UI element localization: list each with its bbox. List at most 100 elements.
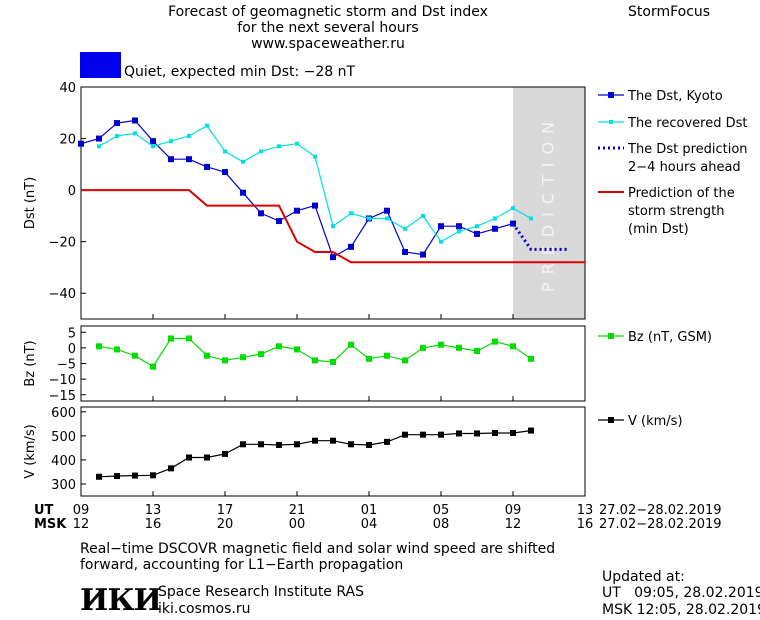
- status-text: Quiet, expected min Dst: −28 nT: [124, 64, 356, 80]
- legend-label: The Dst, Kyoto: [627, 89, 723, 104]
- series-line: [511, 222, 567, 251]
- data-point: [403, 226, 407, 231]
- data-point: [151, 144, 155, 149]
- data-point: [438, 223, 444, 230]
- y-tick-label: 0: [68, 342, 76, 357]
- y-tick-label: 600: [51, 406, 76, 421]
- data-point: [420, 344, 426, 351]
- chart-title: Forecast of geomagnetic storm and Dst in…: [100, 4, 556, 52]
- data-point: [384, 207, 390, 214]
- data-point: [402, 431, 408, 438]
- msk-tick-label: 04: [361, 517, 378, 532]
- data-point: [241, 159, 245, 164]
- y-tick-label: −40: [49, 287, 76, 302]
- data-point: [511, 206, 515, 211]
- msk-axis-label: MSK: [34, 517, 67, 532]
- data-point: [186, 335, 192, 342]
- data-point: [456, 344, 462, 351]
- status-swatch: [80, 52, 121, 78]
- data-point: [348, 341, 354, 348]
- data-point: [204, 454, 210, 461]
- ut-tick-label: 13: [577, 503, 594, 518]
- legend-label: Bz (nT, GSM): [628, 330, 712, 345]
- data-point: [223, 149, 227, 154]
- legend-label: (min Dst): [628, 222, 689, 237]
- legend-label: storm strength: [628, 204, 725, 219]
- data-point: [187, 133, 191, 138]
- iki-logo: ИКИ: [80, 583, 162, 618]
- brand-label: StormFocus: [628, 4, 711, 20]
- data-point: [510, 429, 516, 436]
- ut-tick-label: 17: [217, 503, 234, 518]
- data-point: [385, 216, 389, 221]
- data-point: [438, 341, 444, 348]
- data-point: [186, 156, 192, 163]
- ut-tick-label: 05: [433, 503, 450, 518]
- legend-label: 2−4 hours ahead: [628, 160, 741, 175]
- data-point: [258, 210, 264, 217]
- data-point: [258, 351, 264, 358]
- data-point: [348, 441, 354, 448]
- data-point: [421, 213, 425, 218]
- data-point: [312, 437, 318, 444]
- legend-marker: [608, 92, 614, 98]
- y-tick-label: 40: [59, 81, 76, 96]
- data-point: [186, 454, 192, 461]
- data-point: [367, 216, 371, 221]
- data-point: [474, 348, 480, 354]
- data-point: [456, 430, 462, 437]
- data-point: [150, 363, 156, 370]
- data-point: [384, 438, 390, 445]
- msk-tick-label: 20: [217, 517, 234, 532]
- title-line: for the next several hours: [237, 20, 419, 36]
- y-tick-label: −20: [49, 236, 76, 251]
- data-point: [114, 346, 120, 353]
- data-point: [96, 343, 102, 350]
- data-point: [150, 138, 156, 145]
- data-point: [132, 472, 138, 479]
- institute-name: Space Research Institute RAS: [158, 584, 364, 600]
- data-point: [294, 441, 300, 448]
- data-point: [420, 251, 426, 258]
- data-point: [276, 218, 282, 225]
- y-axis-label: Dst (nT): [23, 177, 38, 229]
- data-point: [474, 430, 480, 437]
- panel-frame-v: [80, 406, 586, 497]
- data-point: [456, 223, 462, 230]
- data-point: [330, 254, 336, 261]
- y-tick-label: 0: [68, 184, 76, 199]
- footer-note: Real−time DSCOVR magnetic field and sola…: [80, 541, 555, 573]
- msk-tick-label: 00: [289, 517, 306, 532]
- data-point: [132, 352, 138, 359]
- data-point: [168, 156, 174, 163]
- data-point: [528, 355, 534, 362]
- updated-label: Updated at:: [602, 569, 685, 585]
- legend-label: V (km/s): [628, 414, 683, 429]
- series-line: [98, 430, 532, 478]
- data-point: [97, 144, 101, 149]
- data-point: [349, 211, 353, 216]
- data-point: [204, 163, 210, 170]
- legend-marker: [608, 333, 614, 339]
- data-point: [295, 141, 299, 146]
- msk-date-range: 27.02−28.02.2019: [599, 517, 722, 532]
- data-point: [240, 441, 246, 448]
- data-point: [402, 357, 408, 364]
- institute-link[interactable]: iki.cosmos.ru: [158, 601, 251, 617]
- msk-tick-label: 12: [505, 517, 522, 532]
- data-point: [258, 441, 264, 448]
- title-line: Forecast of geomagnetic storm and Dst in…: [168, 4, 488, 20]
- legend-marker: [609, 120, 613, 124]
- data-point: [115, 133, 119, 138]
- series-line: [81, 189, 585, 264]
- ut-tick-label: 13: [145, 503, 162, 518]
- y-tick-label: 20: [59, 133, 76, 148]
- msk-tick-label: 08: [433, 517, 450, 532]
- footer-note-line: forward, accounting for L1−Earth propaga…: [80, 557, 404, 573]
- ut-tick-label: 21: [289, 503, 306, 518]
- data-point: [294, 346, 300, 353]
- data-point: [330, 437, 336, 444]
- data-point: [96, 473, 102, 480]
- data-point: [529, 216, 533, 221]
